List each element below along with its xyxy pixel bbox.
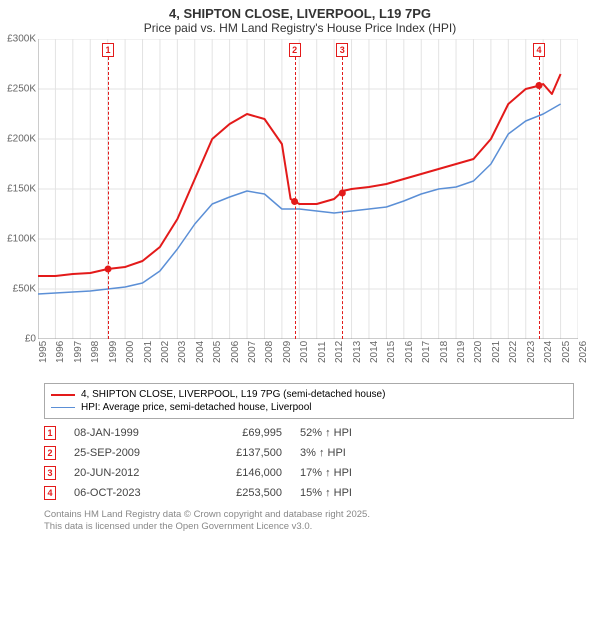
- x-tick-label: 2025: [561, 341, 572, 363]
- sales-pct: 15% ↑ HPI: [300, 487, 410, 499]
- chart-title: 4, SHIPTON CLOSE, LIVERPOOL, L19 7PG: [0, 0, 600, 21]
- chart-wrap: £0£50K£100K£150K£200K£250K£300K 19951996…: [38, 39, 598, 377]
- sales-row: 4 06-OCT-2023 £253,500 15% ↑ HPI: [44, 483, 574, 503]
- x-tick-label: 2018: [439, 341, 450, 363]
- marker-line: [108, 57, 109, 339]
- sales-price: £146,000: [202, 467, 282, 479]
- legend-row: HPI: Average price, semi-detached house,…: [51, 401, 567, 414]
- x-tick-label: 1995: [38, 341, 49, 363]
- marker-box: 1: [102, 43, 114, 57]
- chart-svg: [38, 39, 578, 339]
- x-tick-label: 1997: [73, 341, 84, 363]
- sales-pct: 17% ↑ HPI: [300, 467, 410, 479]
- x-tick-label: 1996: [55, 341, 66, 363]
- y-tick-label: £100K: [7, 234, 36, 245]
- legend-row: 4, SHIPTON CLOSE, LIVERPOOL, L19 7PG (se…: [51, 388, 567, 401]
- x-tick-label: 2015: [386, 341, 397, 363]
- sales-row: 1 08-JAN-1999 £69,995 52% ↑ HPI: [44, 423, 574, 443]
- sales-date: 06-OCT-2023: [74, 487, 184, 499]
- marker-box: 2: [289, 43, 301, 57]
- sales-date: 08-JAN-1999: [74, 427, 184, 439]
- x-tick-label: 2013: [352, 341, 363, 363]
- sales-date: 20-JUN-2012: [74, 467, 184, 479]
- y-tick-label: £200K: [7, 134, 36, 145]
- footer-line: This data is licensed under the Open Gov…: [44, 521, 590, 533]
- legend-swatch: [51, 407, 75, 409]
- x-tick-label: 2022: [508, 341, 519, 363]
- x-tick-label: 2010: [299, 341, 310, 363]
- legend-label: HPI: Average price, semi-detached house,…: [81, 402, 312, 413]
- footer-line: Contains HM Land Registry data © Crown c…: [44, 509, 590, 521]
- sales-row: 2 25-SEP-2009 £137,500 3% ↑ HPI: [44, 443, 574, 463]
- sales-price: £253,500: [202, 487, 282, 499]
- x-tick-label: 1999: [108, 341, 119, 363]
- sales-num-box: 2: [44, 446, 56, 460]
- x-tick-label: 2024: [543, 341, 554, 363]
- marker-box: 3: [336, 43, 348, 57]
- x-tick-label: 2023: [526, 341, 537, 363]
- y-tick-label: £300K: [7, 34, 36, 45]
- y-tick-label: £150K: [7, 184, 36, 195]
- legend: 4, SHIPTON CLOSE, LIVERPOOL, L19 7PG (se…: [44, 383, 574, 419]
- x-tick-label: 2012: [334, 341, 345, 363]
- x-tick-label: 2021: [491, 341, 502, 363]
- sales-num-box: 3: [44, 466, 56, 480]
- x-tick-label: 2020: [473, 341, 484, 363]
- x-tick-label: 2026: [578, 341, 589, 363]
- y-axis: £0£50K£100K£150K£200K£250K£300K: [0, 39, 38, 339]
- x-tick-label: 1998: [90, 341, 101, 363]
- x-tick-label: 2016: [404, 341, 415, 363]
- sales-table: 1 08-JAN-1999 £69,995 52% ↑ HPI 2 25-SEP-2009…: [44, 423, 574, 503]
- y-tick-label: £50K: [13, 284, 36, 295]
- x-tick-label: 2000: [125, 341, 136, 363]
- x-tick-label: 2008: [264, 341, 275, 363]
- x-tick-label: 2002: [160, 341, 171, 363]
- x-axis: 1995 1996 1997 1998 1999 2000 2001 2002 2003 2004…: [38, 339, 578, 377]
- x-tick-label: 2014: [369, 341, 380, 363]
- x-tick-label: 2004: [195, 341, 206, 363]
- y-tick-label: £250K: [7, 84, 36, 95]
- sales-num-box: 4: [44, 486, 56, 500]
- x-tick-label: 2019: [456, 341, 467, 363]
- chart-subtitle: Price paid vs. HM Land Registry's House …: [0, 21, 600, 39]
- legend-swatch: [51, 394, 75, 396]
- chart-area: [38, 39, 578, 339]
- x-tick-label: 2005: [212, 341, 223, 363]
- sales-price: £69,995: [202, 427, 282, 439]
- x-tick-label: 2007: [247, 341, 258, 363]
- sales-num-box: 1: [44, 426, 56, 440]
- sales-date: 25-SEP-2009: [74, 447, 184, 459]
- x-tick-label: 2017: [421, 341, 432, 363]
- sales-pct: 52% ↑ HPI: [300, 427, 410, 439]
- x-tick-label: 2001: [143, 341, 154, 363]
- sales-price: £137,500: [202, 447, 282, 459]
- x-tick-label: 2003: [177, 341, 188, 363]
- x-tick-label: 2011: [317, 341, 328, 363]
- marker-box: 4: [533, 43, 545, 57]
- marker-line: [295, 57, 296, 339]
- marker-line: [539, 57, 540, 339]
- marker-line: [342, 57, 343, 339]
- legend-label: 4, SHIPTON CLOSE, LIVERPOOL, L19 7PG (se…: [81, 389, 385, 400]
- footer: Contains HM Land Registry data © Crown c…: [44, 509, 590, 534]
- sales-row: 3 20-JUN-2012 £146,000 17% ↑ HPI: [44, 463, 574, 483]
- x-tick-label: 2006: [230, 341, 241, 363]
- y-tick-label: £0: [25, 334, 36, 345]
- sales-pct: 3% ↑ HPI: [300, 447, 410, 459]
- x-tick-label: 2009: [282, 341, 293, 363]
- chart-container: 4, SHIPTON CLOSE, LIVERPOOL, L19 7PG Pri…: [0, 0, 600, 620]
